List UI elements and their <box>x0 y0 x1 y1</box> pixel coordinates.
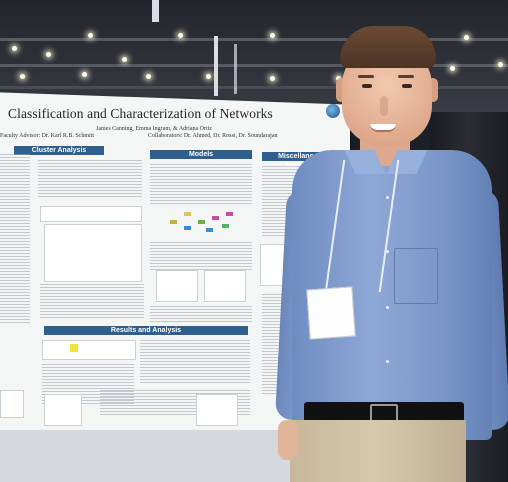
ceiling-light <box>146 74 151 79</box>
name-badge <box>306 286 356 340</box>
poster-text-block <box>40 284 144 320</box>
model-diagram-node <box>212 216 219 220</box>
university-logo <box>326 104 340 118</box>
hanging-banner <box>214 36 218 96</box>
model-diagram-node <box>222 224 229 228</box>
poster-text-block <box>150 164 252 204</box>
smile <box>370 124 396 132</box>
ceiling-beam <box>0 86 508 89</box>
ear <box>428 78 438 102</box>
shirt-button <box>386 306 389 309</box>
ceiling-light <box>206 74 211 79</box>
poster-plot <box>156 270 198 302</box>
table-highlight <box>70 344 78 352</box>
hanging-banner <box>152 0 159 22</box>
shirt-pocket <box>394 248 438 304</box>
ceiling-light <box>498 62 503 67</box>
poster-text-block <box>140 340 250 384</box>
poster-text-block <box>150 306 252 324</box>
eyebrow <box>358 75 374 78</box>
section-header-results: Results and Analysis <box>44 326 248 335</box>
poster-figure <box>0 390 24 418</box>
poster-authors: James Canning, Emma Ingram, & Adriana Or… <box>96 126 212 132</box>
eye <box>362 84 372 88</box>
poster-table <box>42 340 136 360</box>
section-header-cluster: Cluster Analysis <box>14 146 104 155</box>
hair <box>340 26 436 68</box>
ceiling-light <box>464 35 469 40</box>
belt <box>304 402 464 422</box>
poster-figure <box>40 206 142 222</box>
ear <box>336 78 346 102</box>
model-diagram-node <box>198 220 205 224</box>
shirt-button <box>386 196 389 199</box>
poster-network-figure <box>44 394 82 426</box>
ceiling-light <box>12 46 17 51</box>
ceiling-light <box>270 33 275 38</box>
poster-title: Classification and Characterization of N… <box>8 106 273 121</box>
poster-collaborators: Collaborators: Dr. Ahmed, Dr. Rossi, Dr.… <box>148 133 278 139</box>
poster-text-block <box>38 160 142 198</box>
hanging-banner <box>234 44 237 94</box>
model-diagram-node <box>226 212 233 216</box>
ceiling-light <box>450 66 455 71</box>
poster-text-block <box>0 154 30 324</box>
eyebrow <box>398 75 414 78</box>
ceiling-light <box>82 72 87 77</box>
ceiling-light <box>88 33 93 38</box>
ceiling-light <box>122 57 127 62</box>
section-header-models: Models <box>150 150 252 159</box>
poster-network-figure <box>44 224 142 282</box>
ceiling-light <box>20 74 25 79</box>
poster-board-base <box>0 430 290 482</box>
eye <box>402 84 412 88</box>
shirt-button <box>386 360 389 363</box>
ceiling-beam <box>0 64 508 67</box>
poster-network-figure <box>196 394 238 426</box>
ceiling-light <box>270 76 275 81</box>
ceiling-light <box>178 33 183 38</box>
nose <box>380 96 388 116</box>
poster-advisor: Faculty Advisor: Dr. Karl R.B. Schmitt <box>0 133 94 139</box>
ceiling-beam <box>0 38 508 41</box>
model-diagram-node <box>170 220 177 224</box>
hand <box>278 420 298 460</box>
poster-plot <box>204 270 246 302</box>
model-diagram-node <box>184 212 191 216</box>
poster-text-block <box>150 242 252 272</box>
khaki-pants <box>290 420 466 482</box>
model-diagram-node <box>206 228 213 232</box>
ceiling-light <box>46 52 51 57</box>
model-diagram-node <box>184 226 191 230</box>
shirt-button <box>386 250 389 253</box>
